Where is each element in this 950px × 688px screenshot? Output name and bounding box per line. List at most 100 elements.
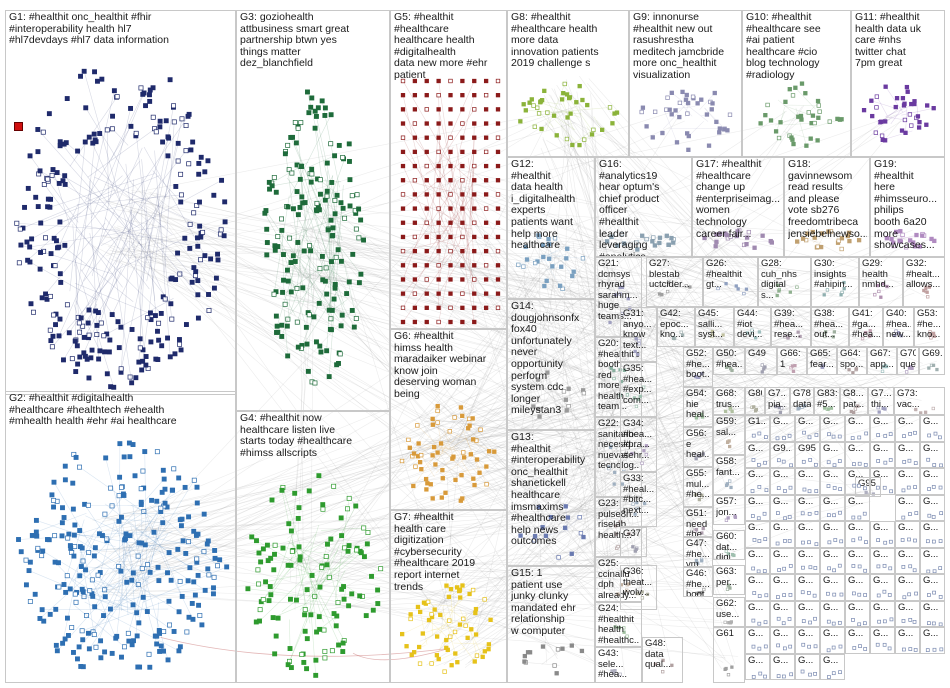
node — [565, 246, 570, 251]
node — [273, 633, 279, 639]
node — [495, 178, 501, 183]
node — [196, 160, 202, 166]
node — [177, 517, 183, 523]
node — [472, 248, 477, 254]
group-label-g24: G24: #healthit health #healthc... — [598, 604, 639, 646]
node — [712, 90, 717, 96]
node — [91, 632, 97, 638]
node — [546, 242, 552, 247]
small-group-nodes — [901, 617, 917, 624]
group-panel-g21: G21: dcmsys rhyrad sarahm... huge teams.… — [595, 257, 642, 337]
intra-edge — [78, 545, 117, 639]
small-group-nodes — [827, 510, 842, 517]
small-group-label: G... — [773, 523, 789, 533]
intra-edge — [309, 173, 335, 235]
node — [266, 598, 272, 604]
intra-edge — [308, 555, 317, 633]
intra-edge — [56, 240, 134, 303]
node — [591, 127, 596, 132]
node — [857, 483, 861, 488]
group-panel-g69: G69... — [919, 347, 945, 375]
node — [831, 645, 836, 650]
node — [186, 514, 192, 520]
node — [826, 648, 831, 653]
node — [356, 280, 362, 286]
group-nodes-g69 — [927, 363, 939, 372]
group-nodes-g58 — [724, 479, 733, 490]
node — [764, 488, 769, 493]
node — [292, 259, 298, 264]
node — [831, 670, 836, 675]
node — [888, 539, 893, 544]
group-label-g27: G27: blestab uctcider... — [649, 259, 690, 290]
node — [111, 88, 117, 94]
intra-edge — [292, 137, 332, 237]
small-group-nodes — [826, 458, 842, 467]
node — [671, 335, 676, 340]
node — [758, 121, 763, 126]
node — [102, 594, 108, 600]
node — [346, 603, 352, 609]
intra-edge — [84, 126, 132, 202]
node — [791, 369, 796, 373]
node — [281, 252, 286, 257]
intra-edge — [331, 552, 362, 578]
node — [460, 135, 465, 140]
small-group-cell: G... — [770, 468, 795, 495]
node — [288, 596, 293, 602]
node — [134, 610, 140, 616]
node — [317, 343, 323, 349]
node — [472, 277, 477, 282]
node — [448, 178, 453, 183]
group-label-g61: G61 — [716, 629, 734, 639]
node — [147, 98, 153, 104]
node — [939, 510, 944, 515]
node — [469, 627, 474, 632]
node — [808, 136, 813, 141]
node — [882, 618, 887, 623]
group-panel-g61: G61 — [713, 627, 745, 683]
group-label-g63: G63: per... — [716, 567, 738, 588]
intra-edge — [27, 175, 123, 261]
node — [267, 584, 273, 589]
node — [412, 291, 418, 296]
node — [686, 147, 691, 152]
node — [709, 107, 714, 112]
group-nodes-g37 — [631, 545, 639, 553]
small-group-cell: G... — [745, 547, 770, 574]
node — [156, 337, 162, 343]
node — [932, 539, 936, 544]
intra-edge — [425, 603, 453, 607]
node — [313, 672, 319, 678]
node — [726, 552, 730, 556]
node — [85, 320, 91, 326]
group-panel-g1: G1: #healthit onc_healthit #fhir #intero… — [5, 10, 236, 395]
node — [86, 646, 92, 652]
node — [925, 290, 929, 294]
node — [334, 192, 340, 198]
node — [302, 200, 308, 206]
node — [27, 559, 33, 565]
group-panel-g35: G35: #hea... #exp... com... — [620, 362, 657, 417]
group-panel-g17: G17: #healthit #healthcare change up #en… — [692, 157, 784, 257]
intra-edge — [45, 222, 106, 295]
node — [400, 263, 406, 268]
small-group-nodes — [827, 538, 844, 545]
node — [448, 163, 453, 169]
intra-edge — [704, 108, 717, 123]
node — [158, 310, 164, 316]
node — [801, 459, 806, 464]
group-nodes-g57 — [724, 514, 738, 522]
node — [407, 445, 412, 450]
group-panel-g39: G39: #hea... rese... — [771, 307, 811, 347]
node — [16, 537, 21, 542]
node — [308, 612, 314, 618]
group-nodes-g59 — [726, 439, 732, 449]
node — [650, 135, 655, 140]
group-label-g11: G11: #healthit health data uk care #nhs … — [855, 12, 921, 70]
node — [249, 534, 255, 540]
node — [888, 457, 893, 462]
small-group-label: G... — [848, 443, 864, 454]
node — [847, 368, 851, 372]
node — [559, 264, 564, 269]
